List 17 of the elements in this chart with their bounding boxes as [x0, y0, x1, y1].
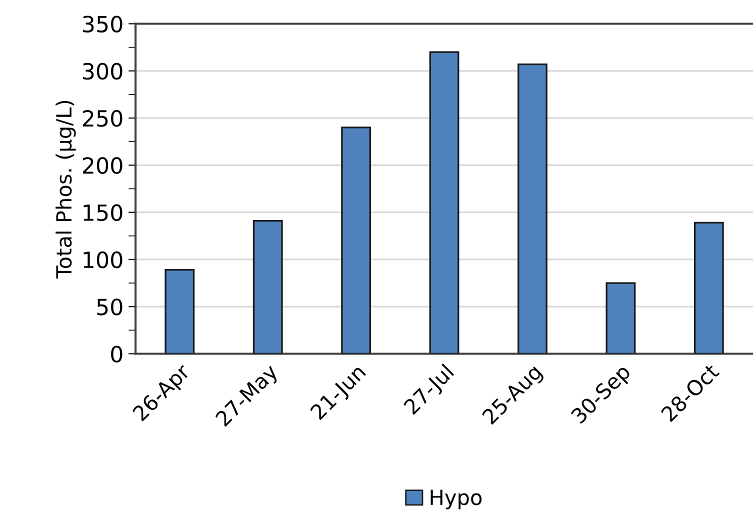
y-tick-label: 200 [82, 157, 122, 174]
y-tick-label: 100 [84, 251, 122, 268]
bar [164, 269, 195, 354]
y-axis-title: Total Phos. (µg/L) [56, 100, 76, 278]
y-tick-label: 50 [97, 298, 122, 316]
bar [429, 51, 460, 354]
bar [694, 222, 724, 354]
y-tick-label: 150 [84, 204, 122, 222]
y-tick-label: 300 [83, 62, 122, 80]
y-tick-label: 250 [82, 110, 122, 127]
bar [252, 220, 283, 354]
bar [518, 63, 548, 354]
y-tick-label: 0 [111, 346, 122, 363]
bar [606, 282, 636, 354]
bar [341, 126, 372, 354]
y-tick-label: 350 [83, 16, 122, 33]
legend-label: Hypo [430, 490, 482, 510]
